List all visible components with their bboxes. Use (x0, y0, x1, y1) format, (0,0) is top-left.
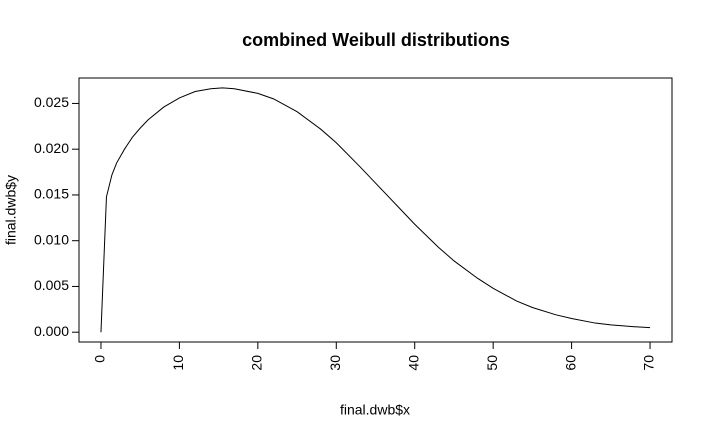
x-tick-label: 50 (484, 355, 500, 371)
chart-title: combined Weibull distributions (242, 30, 510, 50)
data-line (100, 87, 651, 333)
y-tick-label: 0.000 (34, 323, 69, 339)
y-tick-label: 0.015 (34, 186, 69, 202)
y-axis-label: final.dwb$y (3, 175, 19, 245)
x-tick-label: 20 (249, 355, 265, 371)
y-tick-label: 0.025 (34, 94, 69, 110)
y-tick-label: 0.020 (34, 140, 69, 156)
y-tick-label: 0.010 (34, 231, 69, 247)
x-tick-label: 10 (170, 355, 186, 371)
x-tick-label: 70 (641, 355, 657, 371)
x-tick-label: 0 (92, 355, 108, 363)
y-tick-label: 0.005 (34, 277, 69, 293)
x-tick-label: 30 (327, 355, 343, 371)
x-axis-label: final.dwb$x (340, 402, 410, 418)
x-tick-label: 60 (562, 355, 578, 371)
x-tick-label: 40 (405, 355, 421, 371)
